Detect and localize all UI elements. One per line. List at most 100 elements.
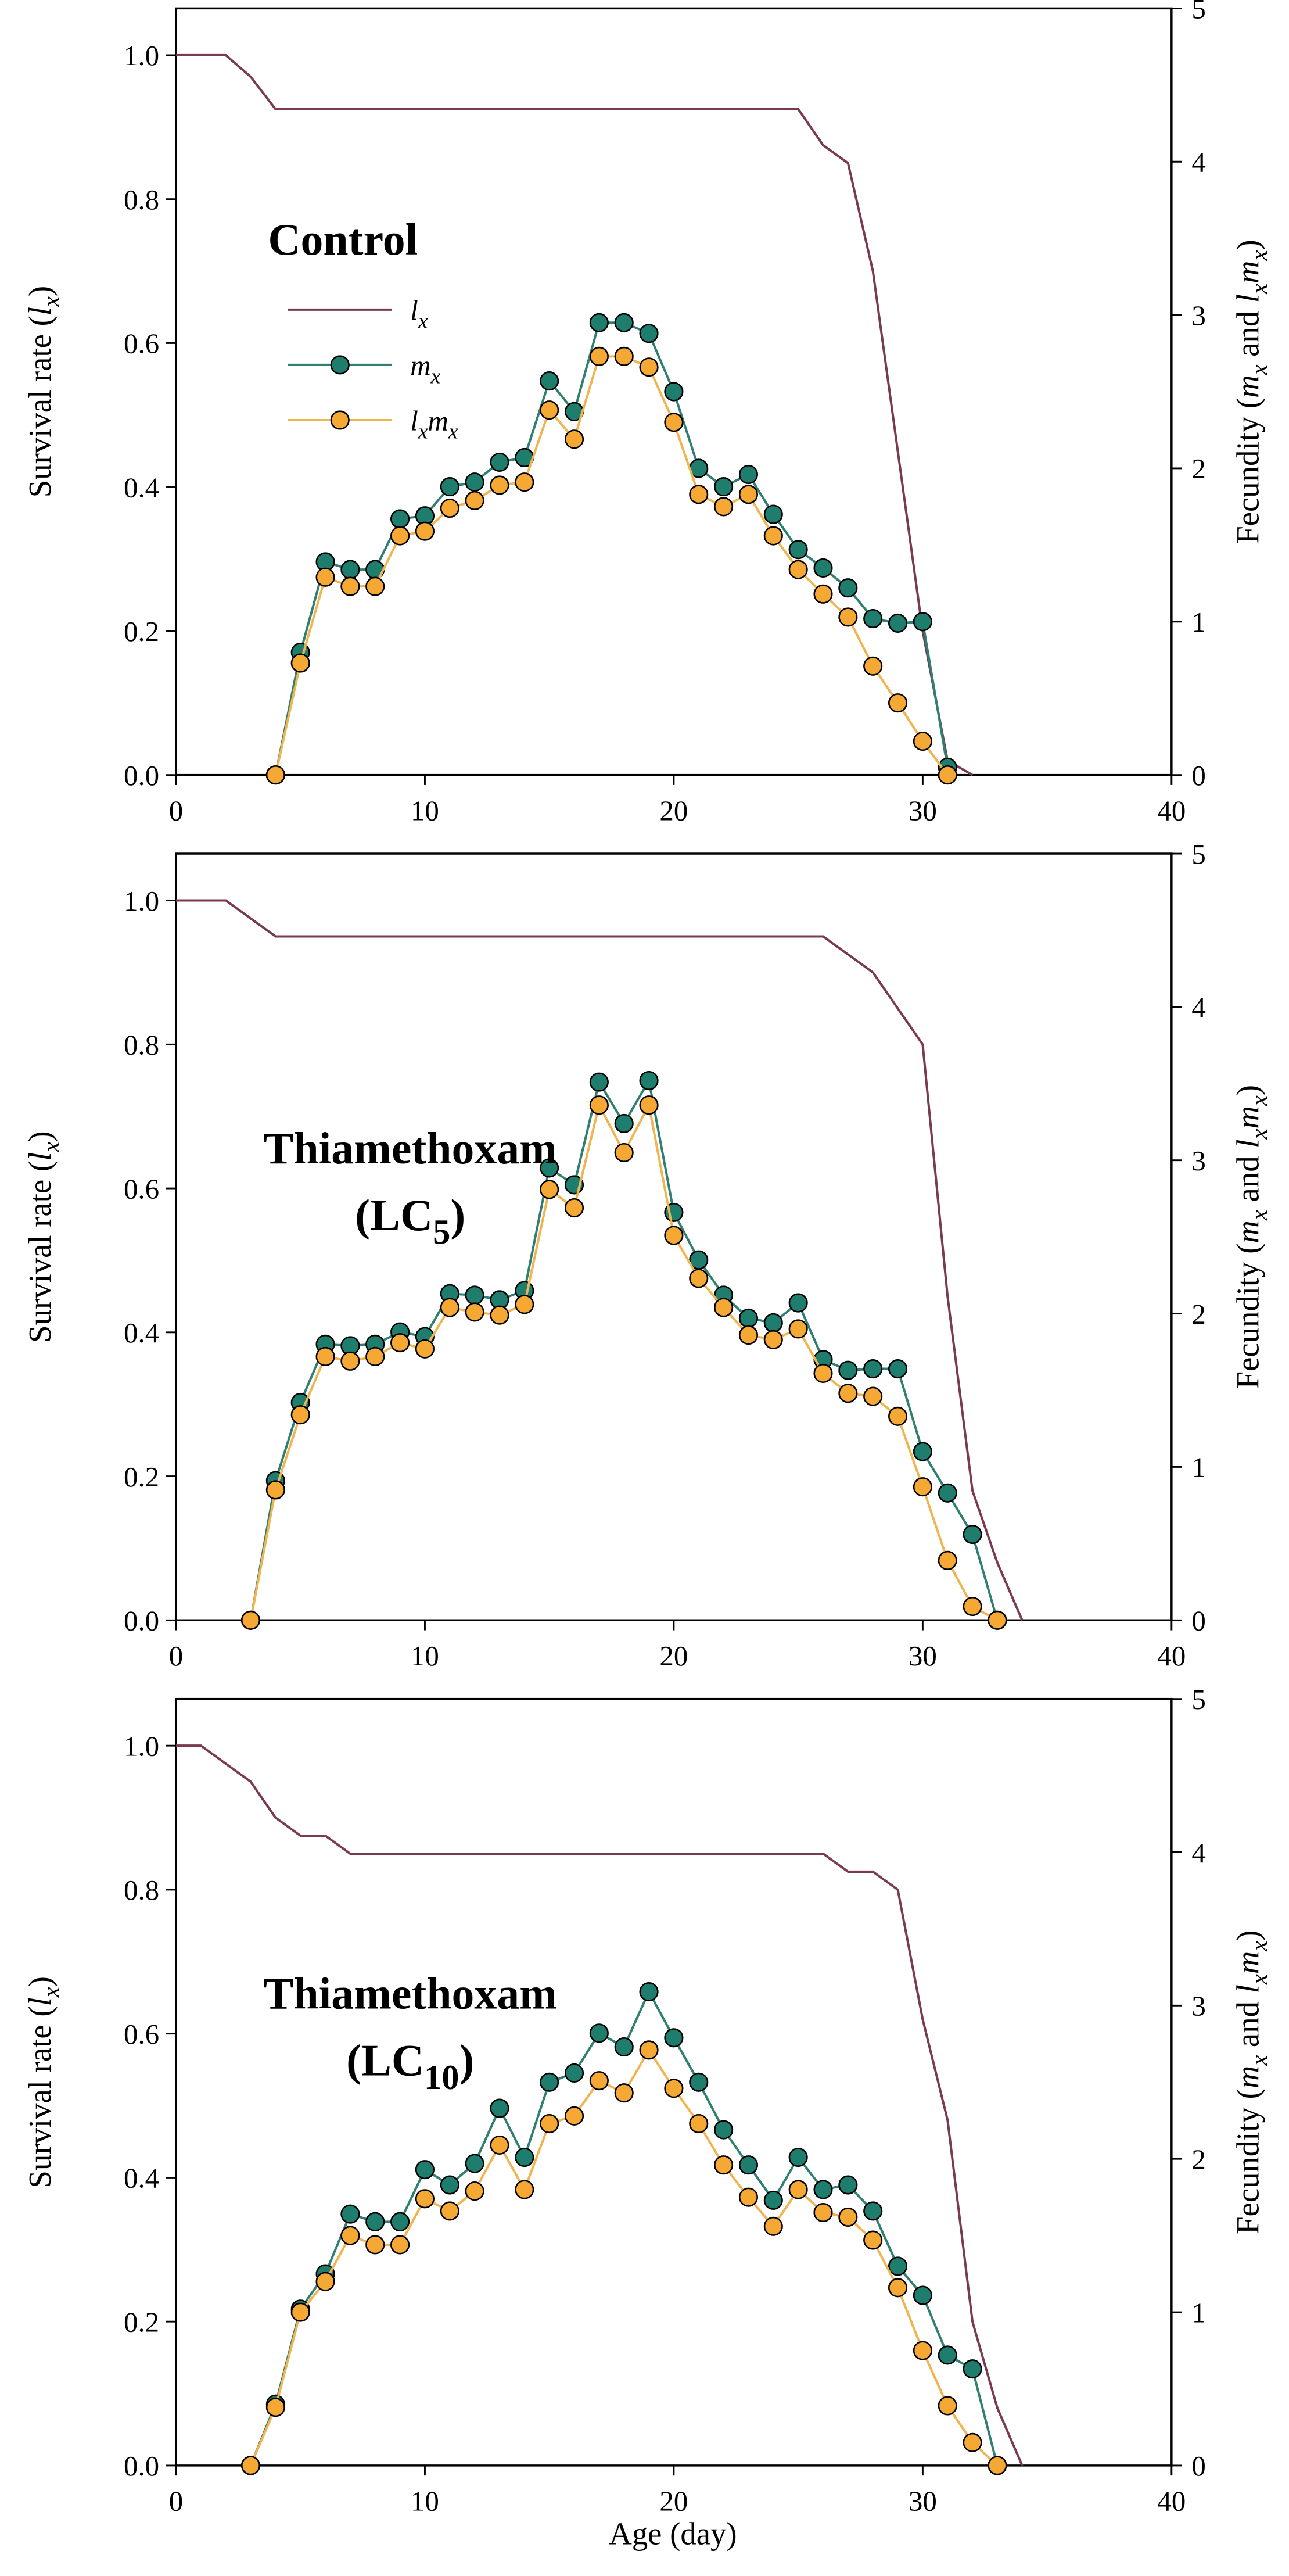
y-right-tick-label: 3: [1191, 1990, 1205, 2022]
series-mx-point: [490, 2098, 509, 2118]
y-right-tick-label: 4: [1191, 1837, 1205, 1869]
panel-title: Control: [268, 214, 418, 264]
series-lxmx-point: [240, 2456, 261, 2475]
series-lxmx-point: [639, 2040, 659, 2060]
series-mx-point: [664, 2028, 684, 2048]
series-lxmx-point: [515, 2180, 534, 2199]
series-lxmx-point: [540, 1180, 559, 1199]
y-left-tick-label: 1.0: [124, 885, 159, 917]
x-tick-label: 30: [909, 2485, 937, 2517]
x-tick-label: 0: [169, 1640, 183, 1672]
series-lxmx-point: [340, 2226, 360, 2245]
series-mx-point: [490, 452, 509, 472]
series-mx-point: [465, 1285, 484, 1305]
series-lxmx-point: [913, 732, 932, 751]
series-lxmx-point: [540, 2113, 559, 2134]
y-right-tick-label: 5: [1191, 1683, 1205, 1715]
series-lxmx-point: [315, 567, 335, 587]
series-mx-point: [788, 540, 808, 560]
series-lxmx-point: [290, 653, 310, 673]
series-mx-point: [863, 2201, 883, 2221]
series-mx-point: [888, 613, 908, 633]
series-lxmx-point: [639, 1095, 659, 1115]
series-lxmx-point: [714, 2155, 734, 2175]
series-lxmx-point: [738, 485, 759, 504]
y-right-tick-label: 0: [1191, 759, 1205, 791]
series-lxmx-point: [689, 485, 709, 504]
series-lxmx-point: [614, 346, 634, 366]
series-lxmx-point: [938, 765, 957, 785]
series-lxmx-point: [888, 2278, 908, 2298]
series-mx-point: [913, 612, 932, 632]
series-lxmx-point: [465, 490, 484, 510]
series-lxmx-point: [813, 1363, 833, 1384]
series-lxmx-point: [714, 1298, 734, 1317]
series-mx-point: [415, 2160, 435, 2180]
y-left-tick-label: 0.4: [124, 2162, 159, 2194]
series-lxmx-point: [490, 2135, 509, 2155]
series-mx-point: [540, 371, 559, 391]
x-tick-label: 20: [659, 2485, 688, 2517]
y-left-tick-label: 0.6: [124, 328, 159, 360]
series-lxmx-line: [274, 355, 949, 776]
legend-mx-label: mx: [410, 349, 440, 388]
series-lxmx-point: [763, 526, 783, 546]
series-mx-point: [863, 608, 883, 629]
series-lxmx-point: [415, 2189, 435, 2209]
series-lxmx-point: [913, 1477, 932, 1497]
series-lxmx-point: [390, 526, 410, 546]
series-lxmx-point: [265, 765, 285, 785]
series-lxmx-point: [290, 1405, 310, 1425]
series-mx-point: [589, 2023, 609, 2043]
series-lxmx-point: [738, 2187, 759, 2207]
series-mx-point: [813, 558, 833, 578]
series-lx-line: [175, 1744, 1024, 2466]
series-lxmx-point: [913, 2341, 932, 2360]
panel-title: Thiamethoxam: [263, 1123, 556, 1173]
legend-lxmx-label: lxmx: [410, 404, 458, 443]
y-left-tick-label: 0.0: [124, 2450, 159, 2482]
series-lxmx-point: [838, 1384, 858, 1403]
series-lxmx-point: [490, 1305, 509, 1325]
series-mx-point: [614, 313, 634, 332]
series-lxmx-point: [415, 521, 435, 541]
series-mx-point: [714, 2120, 734, 2140]
series-lxmx-point: [365, 576, 385, 596]
series-lxmx-point: [465, 2181, 484, 2201]
series-lxmx-point: [888, 1406, 908, 1426]
y-left-tick-label: 0.8: [124, 1029, 159, 1061]
series-lxmx-point: [788, 2180, 808, 2199]
series-mx-point: [564, 2063, 584, 2083]
series-lxmx-point: [763, 2216, 783, 2236]
series-mx-point: [589, 313, 609, 332]
series-lxmx-point: [938, 1550, 957, 1570]
series-lxmx-point: [340, 1351, 360, 1371]
x-tick-label: 40: [1157, 1640, 1186, 1672]
series-lxmx-point: [390, 1333, 410, 1353]
series-mx-point: [639, 1982, 659, 2002]
series-lxmx-point: [614, 2083, 634, 2103]
y-right-tick-label: 3: [1191, 1145, 1205, 1177]
series-lxmx-point: [888, 693, 908, 713]
series-lxmx-point: [863, 1386, 883, 1406]
panel-2: 0 10 20 30 40 0.0 0.2 0.4 0.6 0.8 1.0 0 1 2 3 4 5 Surviva…: [22, 838, 1272, 1672]
y-left-tick-label: 0.0: [124, 759, 159, 791]
series-mx-point: [763, 1313, 783, 1332]
y-right-tick-label: 2: [1191, 1298, 1205, 1330]
series-mx-point: [589, 1072, 609, 1092]
y-right-axis-title: Fecundity (mx and lxmx): [1230, 1930, 1272, 2234]
series-lxmx-point: [788, 560, 808, 579]
series-lxmx-point: [465, 1302, 484, 1322]
y-right-tick-label: 3: [1191, 299, 1205, 331]
series-mx-point: [938, 1483, 957, 1503]
series-lxmx-point: [589, 346, 609, 366]
series-lxmx-point: [614, 1142, 634, 1163]
panel-subtitle: (LC5): [355, 1190, 465, 1252]
series-lxmx-point: [689, 2113, 709, 2134]
series-lxmx-point: [963, 2432, 982, 2452]
y-right-tick-label: 4: [1191, 991, 1205, 1023]
series-lxmx-point: [714, 497, 734, 517]
y-right-axis-title: Fecundity (mx and lxmx): [1230, 1085, 1272, 1389]
x-tick-label: 0: [169, 2485, 183, 2517]
series-lxmx-point: [738, 1325, 759, 1345]
